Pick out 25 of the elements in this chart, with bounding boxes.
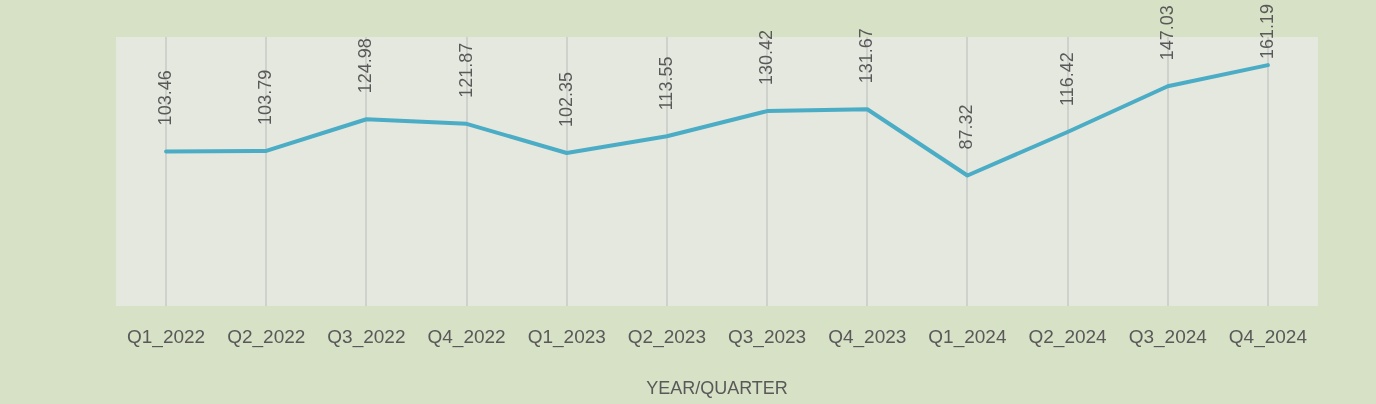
- data-label: 121.87: [455, 42, 476, 98]
- x-tick-label: Q3_2022: [327, 325, 406, 348]
- x-tick-label: Q2_2024: [1028, 325, 1108, 348]
- x-tick-label: Q4_2022: [427, 325, 506, 348]
- data-label: 130.42: [756, 30, 777, 86]
- x-tick-label: Q1_2023: [527, 325, 606, 348]
- x-tick-label: Q4_2024: [1228, 325, 1308, 348]
- x-tick-label: Q2_2022: [227, 325, 306, 348]
- data-label: 103.79: [255, 69, 276, 125]
- x-axis-title: YEAR/QUARTER: [646, 378, 788, 399]
- data-label: 124.98: [355, 38, 376, 94]
- data-label: 161.19: [1256, 3, 1277, 60]
- data-label: 113.55: [655, 56, 676, 111]
- data-label: 147.03: [1156, 5, 1177, 61]
- data-label: 87.32: [956, 104, 977, 150]
- x-tick-label: Q2_2023: [627, 325, 707, 348]
- x-tick-label: Q3_2024: [1128, 325, 1208, 348]
- x-tick-label: Q1_2022: [126, 325, 206, 348]
- data-label: 131.67: [856, 28, 877, 84]
- data-label: 103.46: [155, 70, 176, 126]
- x-tick-label: Q1_2024: [928, 325, 1007, 348]
- data-label: 102.35: [555, 71, 576, 128]
- data-label: 116.42: [1056, 52, 1077, 107]
- x-tick-label: Q4_2023: [828, 325, 907, 348]
- x-tick-label: Q3_2023: [727, 325, 807, 348]
